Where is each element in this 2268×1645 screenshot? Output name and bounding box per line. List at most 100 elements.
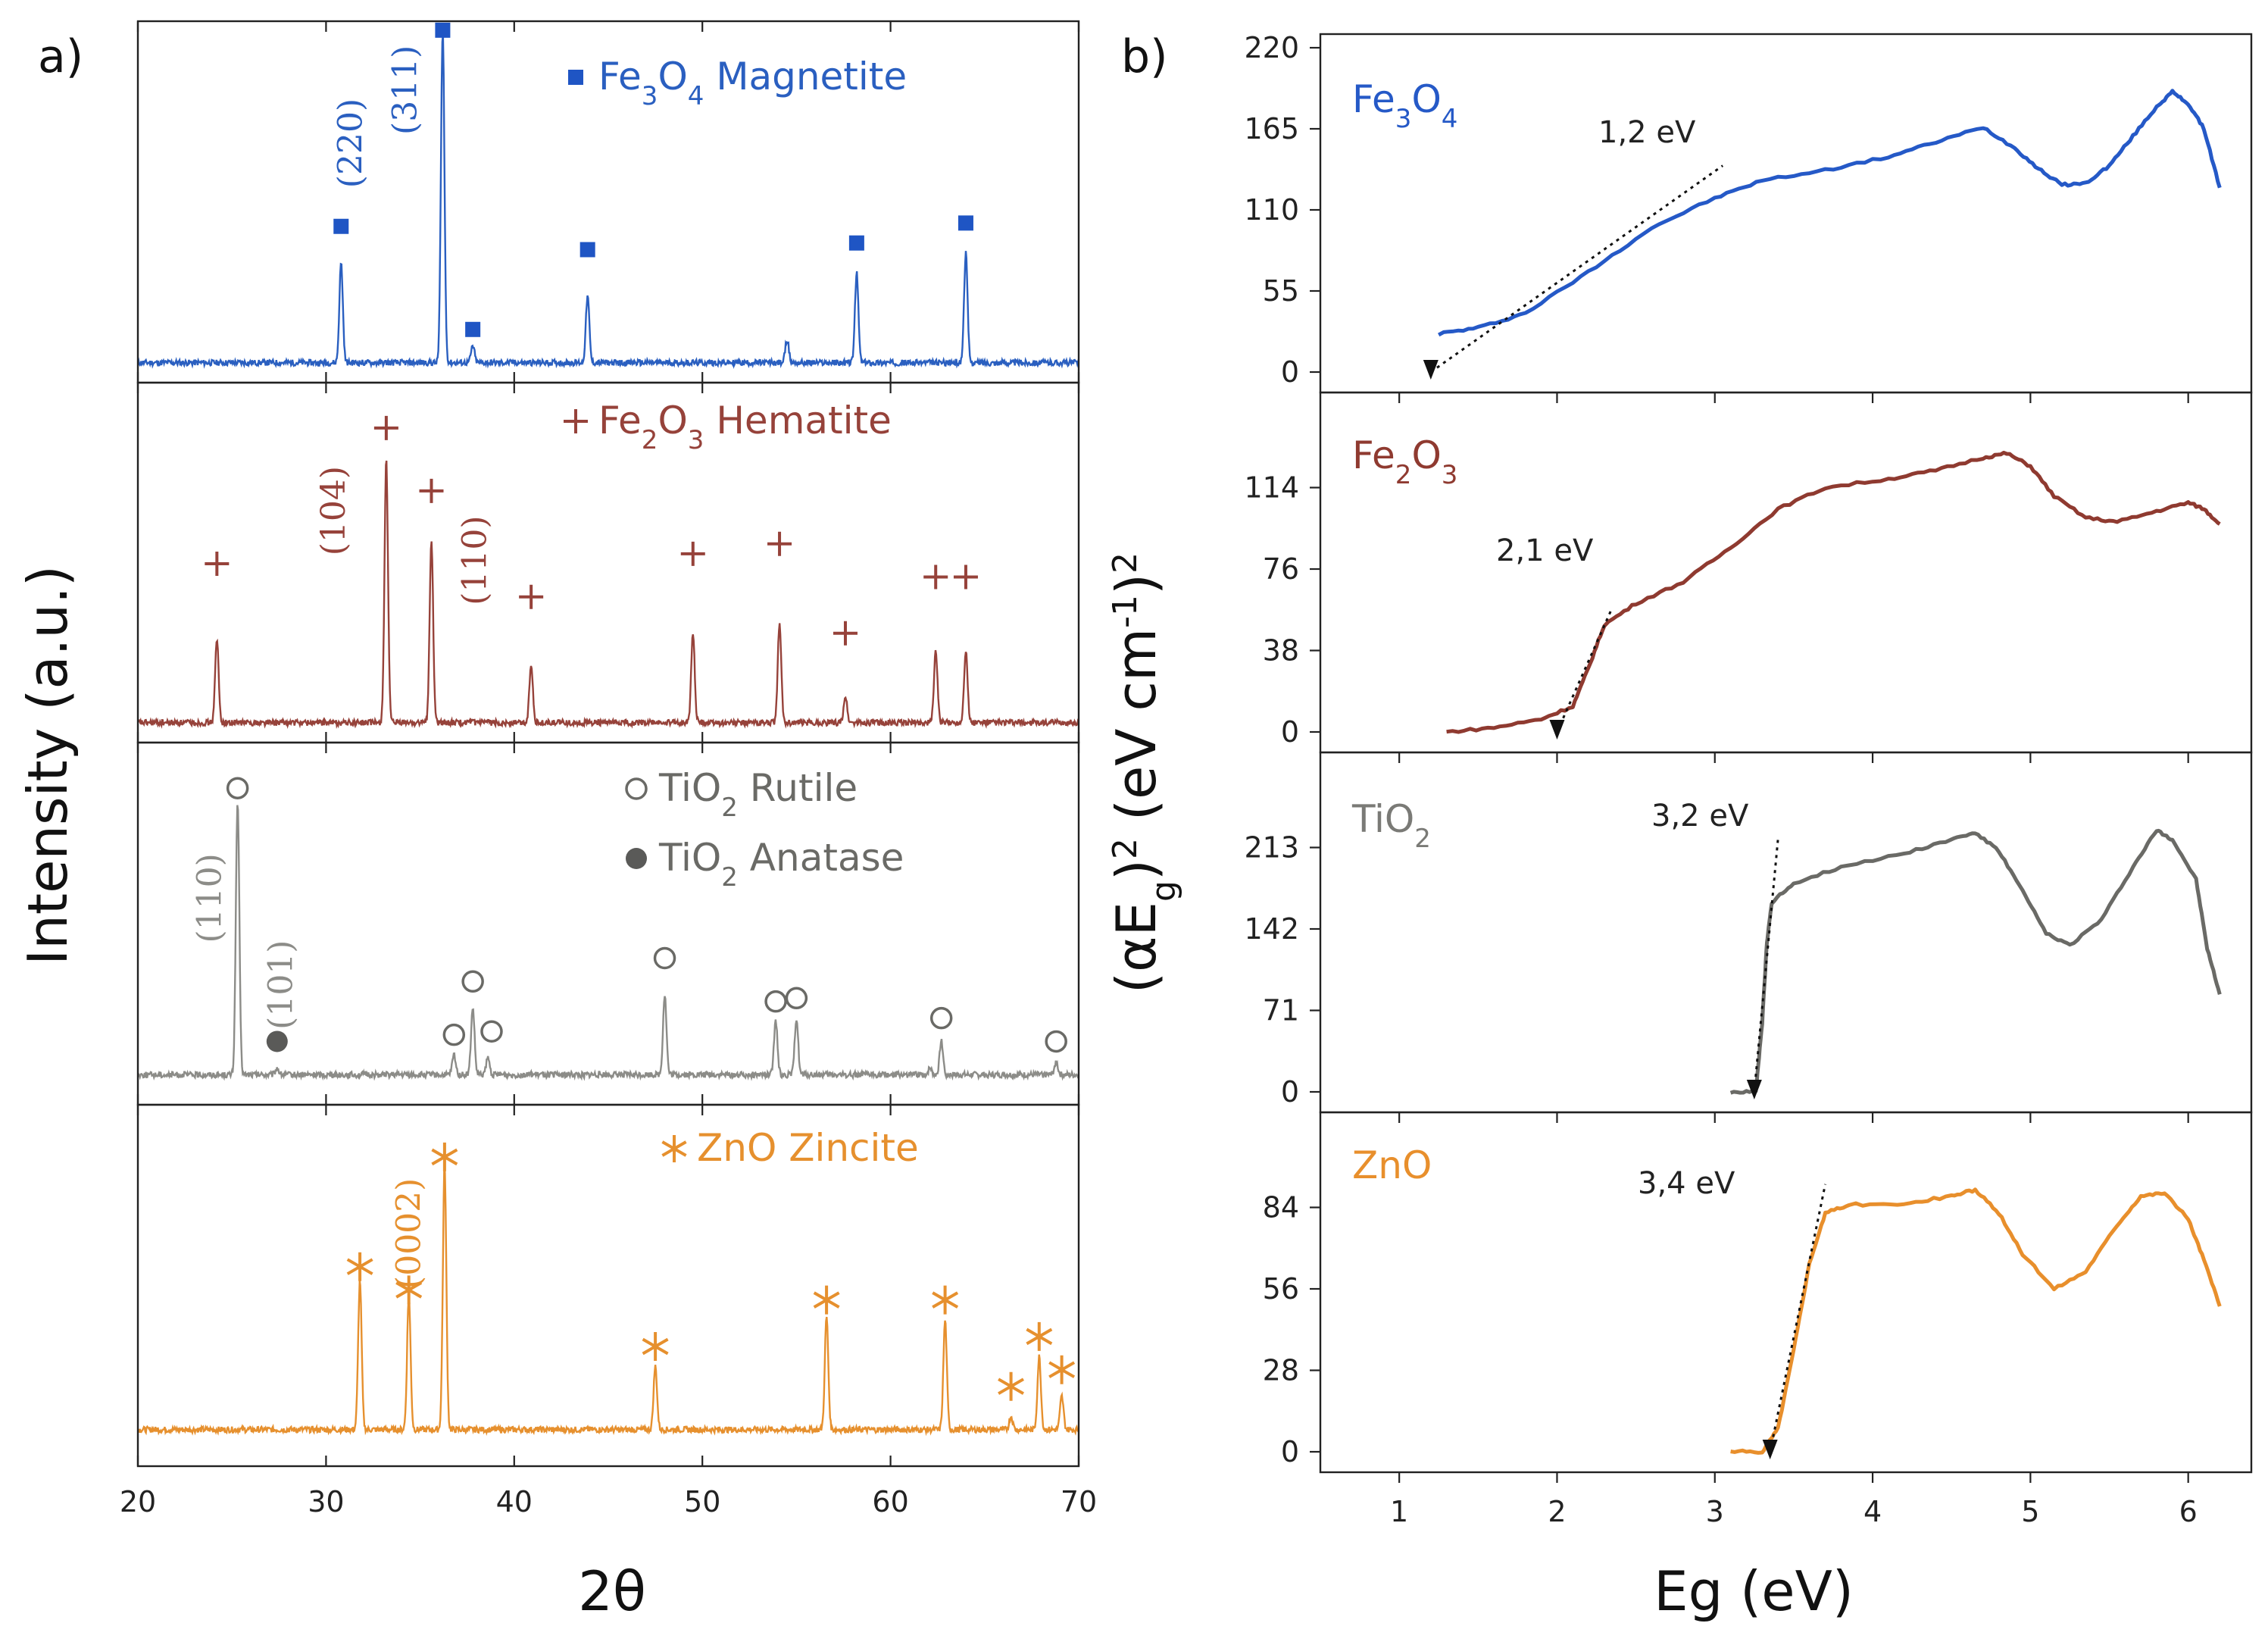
tauc-ytick-label-76: 76 — [1263, 552, 1299, 586]
xrd-marker-fe2o3-7 — [923, 564, 948, 590]
xrd-marker-tio2-8 — [929, 1006, 953, 1030]
tauc-xtick-label-2: 2 — [1548, 1495, 1566, 1528]
xrd-panel-zno: (0002) ZnO Zincite — [136, 1103, 1080, 1468]
legend-phase-name: Magnetite — [704, 55, 907, 99]
xrd-marker-tio2-6 — [764, 990, 787, 1013]
legend-formula-b: O — [658, 55, 687, 99]
tauc-material-label-tio2: TiO2 — [1351, 797, 1431, 854]
tauc-panel-frame — [1319, 751, 2253, 1114]
tauc-ytick-label-38: 38 — [1263, 634, 1299, 668]
tauc-ytick-label-110: 110 — [1244, 193, 1299, 227]
xrd-marker-zno-6 — [998, 1371, 1025, 1401]
panel-b-label: b) — [1121, 30, 1168, 83]
xrd-hkl-zno-0: (0002) — [390, 1178, 429, 1289]
legend-formula-a: ZnO — [697, 1126, 776, 1170]
xrd-marker-fe3o4-1 — [435, 22, 451, 38]
legend-formula-a: Fe — [598, 399, 642, 443]
tauc-ylabel-sup3: 2 — [1106, 552, 1145, 574]
tauc-panel-fe3o4: 1,2 eV Fe3O4 0 55 110 165 220 — [1244, 31, 2253, 403]
xrd-xtick-label-20: 20 — [120, 1485, 156, 1518]
legend-formula-a: TiO — [658, 766, 721, 810]
xrd-marker-fe2o3-3 — [519, 584, 544, 609]
legend-phase-name: Anatase — [738, 836, 904, 880]
xrd-ylabel: Intensity (a.u.) — [16, 565, 80, 965]
xrd-panel-frame — [136, 1103, 1080, 1468]
tauc-xtick-label-6: 6 — [2179, 1495, 2198, 1528]
tauc-gap-label-tio2: 3,2 eV — [1651, 799, 1749, 833]
tauc-panel-frame — [1319, 1111, 2253, 1474]
xrd-chart: (220)(311) Fe3O4 Magnetite(104)(110)Fe2O3… — [120, 20, 1097, 1518]
legend-phase-name: Hematite — [704, 399, 891, 443]
tauc-gap-arrow-icon — [1423, 360, 1439, 380]
xrd-marker-tio2-7 — [785, 987, 808, 1010]
xrd-hkl-fe3o4-1: (311) — [386, 45, 425, 135]
material-formula-sub1: 2 — [1395, 460, 1412, 490]
tauc-material-label-fe3o4: Fe3O4 — [1352, 77, 1457, 134]
xrd-panel-fe3o4: (220) (311) Fe3O4 Magnetite — [136, 20, 1080, 384]
xrd-xtick-label-40: 40 — [496, 1485, 533, 1518]
material-formula-a: ZnO — [1352, 1143, 1432, 1187]
tauc-ylabel-open: (αE — [1104, 902, 1168, 993]
xrd-marker-tio2-1 — [266, 1030, 288, 1052]
legend-formula-sub2: 4 — [688, 81, 704, 111]
legend-formula-sub1: 2 — [642, 425, 658, 455]
xrd-panel-fe2o3: (104) (110) Fe2O3 Hematite — [136, 381, 1080, 744]
legend-formula-b: O — [658, 399, 687, 443]
tauc-ylabel: (αEg)2 (eV cm-1)2 — [1104, 552, 1183, 993]
xrd-xlabel: 2θ — [578, 1559, 646, 1623]
tauc-ytick-label-165: 165 — [1244, 112, 1299, 145]
xrd-marker-fe2o3-8 — [953, 564, 978, 590]
xrd-legend-text: TiO2 Rutile — [658, 766, 858, 823]
tauc-ylabel-sup2: -1 — [1106, 595, 1145, 628]
xrd-legend-text: TiO2 Anatase — [658, 836, 904, 893]
xrd-xtick-label-30: 30 — [308, 1485, 344, 1518]
xrd-marker-fe2o3-0 — [205, 552, 230, 577]
legend-phase-name: Zincite — [776, 1126, 918, 1170]
xrd-marker-tio2-3 — [461, 970, 484, 993]
tauc-material-label-zno: ZnO — [1352, 1143, 1432, 1187]
xrd-marker-tio2-2 — [442, 1023, 466, 1046]
xrd-marker-fe3o4-4 — [848, 235, 864, 251]
tauc-fit-line-fe3o4 — [1429, 164, 1724, 374]
tauc-ytick-label-114: 114 — [1244, 471, 1299, 505]
xrd-marker-fe3o4-5 — [957, 215, 973, 231]
xrd-marker-fe3o4-2 — [465, 321, 481, 337]
xrd-trace-zno — [137, 1164, 1080, 1437]
xrd-marker-fe2o3-5 — [767, 531, 792, 556]
xrd-marker-zno-8 — [1048, 1355, 1076, 1384]
legend-formula-a: Fe — [598, 55, 642, 99]
tauc-ytick-label-56: 56 — [1263, 1272, 1299, 1306]
tauc-ytick-label-55: 55 — [1263, 274, 1299, 308]
xrd-trace-fe2o3 — [136, 460, 1079, 730]
xrd-marker-zno-2 — [431, 1142, 458, 1171]
xrd-marker-tio2-4 — [480, 1020, 503, 1043]
xrd-legend-zno-0: ZnO Zincite — [661, 1126, 919, 1170]
xrd-marker-zno-7 — [1026, 1321, 1053, 1351]
tauc-gap-arrow-icon — [1549, 720, 1565, 740]
tauc-panel-fe2o3: 2,1 eV Fe2O3 0 38 76 114 — [1244, 391, 2253, 763]
legend-square-icon — [568, 70, 583, 85]
tauc-ylabel-sub: g — [1145, 880, 1183, 902]
xrd-legend-tio2-0: TiO2 Rutile — [625, 766, 858, 823]
xrd-marker-tio2-0 — [226, 777, 249, 799]
legend-plus-icon — [564, 409, 588, 433]
tauc-gap-label-fe2o3: 2,1 eV — [1496, 533, 1594, 568]
xrd-trace-fe3o4 — [136, 33, 1080, 369]
panel-a-label: a) — [38, 30, 83, 83]
tauc-gap-label-fe3o4: 1,2 eV — [1598, 115, 1696, 150]
tauc-xtick-label-5: 5 — [2021, 1495, 2039, 1528]
xrd-x-axis: 20 30 40 50 60 70 — [120, 1485, 1097, 1518]
tauc-xtick-label-1: 1 — [1390, 1495, 1408, 1528]
material-formula-sub2: 4 — [1442, 104, 1458, 134]
xrd-marker-tio2-9 — [1045, 1030, 1067, 1053]
xrd-marker-fe3o4-3 — [579, 242, 595, 258]
xrd-marker-zno-5 — [932, 1285, 959, 1315]
tauc-ytick-label-0: 0 — [1281, 715, 1299, 749]
xrd-xtick-label-70: 70 — [1061, 1485, 1097, 1518]
tauc-ytick-label-142: 142 — [1244, 912, 1299, 946]
xrd-marker-fe2o3-1 — [373, 415, 398, 440]
legend-asterisk-icon — [661, 1135, 687, 1162]
tauc-material-label-fe2o3: Fe2O3 — [1352, 433, 1457, 490]
